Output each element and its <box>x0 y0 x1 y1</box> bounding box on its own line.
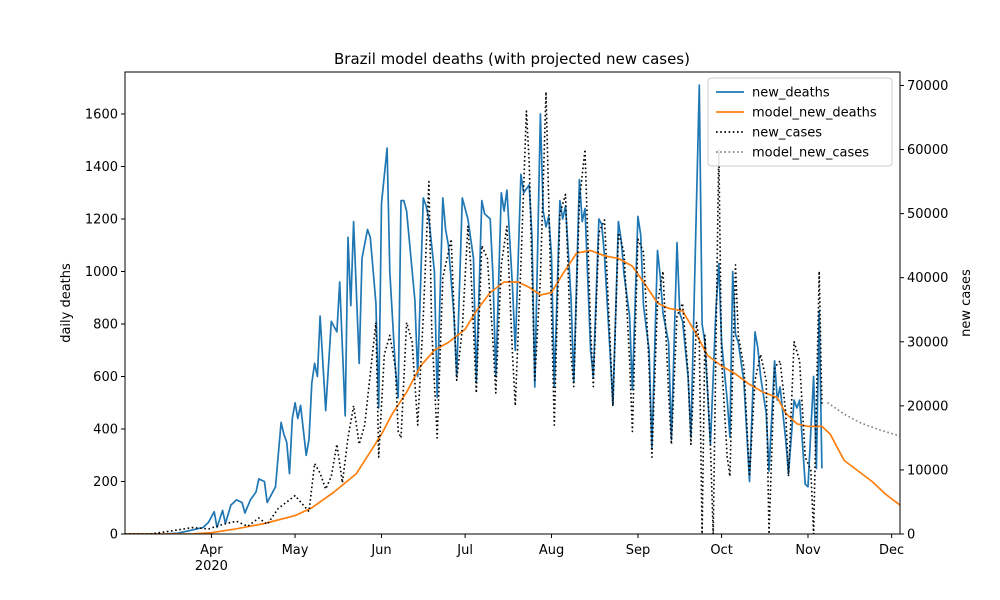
x-tick-label: Apr <box>200 543 223 558</box>
y-tick-label: 200 <box>93 475 118 490</box>
x-tick-sublabel: 2020 <box>195 559 228 574</box>
y-tick-label: 1600 <box>85 108 118 123</box>
chart-title: Brazil model deaths (with projected new … <box>334 50 690 68</box>
left-axis: 0 200 400 600 800 1000 1200 1400 1600 <box>85 108 125 543</box>
x-tick-label: Aug <box>539 543 564 558</box>
y2-tick-label: 20000 <box>907 399 948 414</box>
x-tick-label: Oct <box>710 543 732 558</box>
right-axis: 0 10000 20000 30000 40000 50000 60000 70000 <box>900 79 948 543</box>
y-tick-label: 400 <box>93 423 118 438</box>
y-tick-label: 1000 <box>85 265 118 280</box>
y2-tick-label: 70000 <box>907 79 948 94</box>
y-axis-label: daily deaths <box>59 263 74 343</box>
legend-label: model_new_deaths <box>752 106 877 121</box>
series-line-new-cases <box>125 91 823 534</box>
legend-label: new_deaths <box>752 86 830 101</box>
series-line-model-new-cases <box>827 401 900 437</box>
x-tick-label: May <box>282 543 309 558</box>
y2-tick-label: 10000 <box>907 463 948 478</box>
y-tick-label: 1200 <box>85 213 118 228</box>
y2-tick-label: 50000 <box>907 207 948 222</box>
legend-label: model_new_cases <box>752 146 869 161</box>
legend: new_deaths model_new_deaths new_casesmodel… <box>707 77 893 167</box>
series-layer <box>125 84 900 534</box>
y2-tick-label: 30000 <box>907 335 948 350</box>
series-line-model-new-deaths <box>125 249 900 534</box>
y-tick-label: 800 <box>93 318 118 333</box>
series-line-new-deaths <box>125 84 823 534</box>
x-tick-label: Sep <box>626 543 651 558</box>
y2-axis-label: new cases <box>959 269 974 337</box>
y2-tick-label: 40000 <box>907 271 948 286</box>
y-tick-label: 600 <box>93 370 118 385</box>
x-tick-label: Jun <box>370 543 391 558</box>
y-tick-label: 1400 <box>85 160 118 175</box>
legend-label: new_cases <box>752 126 822 141</box>
x-tick-label: Dec <box>879 543 904 558</box>
y-tick-label: 0 <box>110 528 118 543</box>
plot-frame <box>124 71 901 535</box>
y2-tick-label: 60000 <box>907 143 948 158</box>
x-tick-label: Nov <box>795 543 821 558</box>
legend-box <box>707 77 893 167</box>
x-tick-label: Jul <box>456 543 473 558</box>
y2-tick-label: 0 <box>907 528 915 543</box>
